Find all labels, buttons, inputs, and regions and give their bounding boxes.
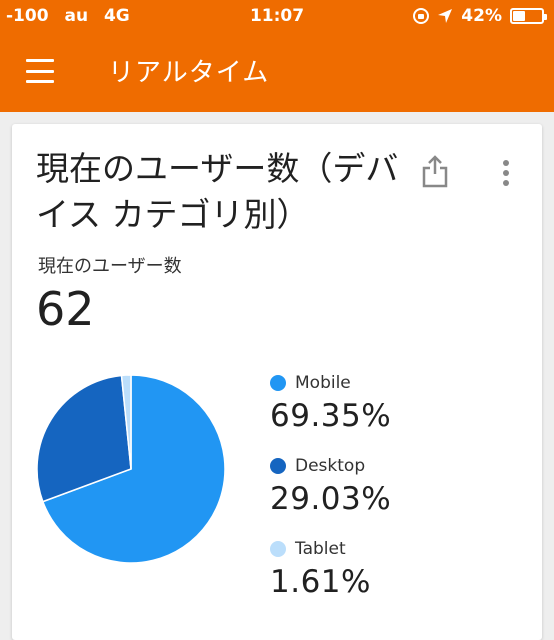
- legend-item-mobile: Mobile 69.35%: [270, 372, 530, 455]
- battery-fill: [513, 11, 525, 21]
- legend-item-tablet: Tablet 1.61%: [270, 538, 530, 621]
- location-arrow-icon: [438, 9, 453, 23]
- legend-head: Desktop: [270, 455, 530, 477]
- legend-percentage: 69.35%: [270, 398, 392, 434]
- metric-value: 62: [36, 282, 95, 336]
- signal-strength: -100: [6, 6, 49, 26]
- app-header: -100 au 4G 11:07 42% リアルタイム: [0, 0, 554, 112]
- hamburger-menu-icon: [26, 69, 54, 73]
- legend-percentage: 29.03%: [270, 481, 392, 517]
- legend-item-desktop: Desktop 29.03%: [270, 455, 530, 538]
- hamburger-menu-icon: [26, 59, 54, 62]
- device-pie-chart: [36, 374, 226, 564]
- carrier-name: au: [64, 6, 89, 26]
- rotation-lock-icon: [413, 8, 430, 24]
- status-time: 11:07: [249, 6, 305, 26]
- status-left: -100 au 4G: [6, 6, 140, 26]
- legend-label: Tablet: [295, 539, 346, 559]
- more-vert-icon[interactable]: [496, 156, 516, 190]
- share-icon[interactable]: [420, 154, 450, 188]
- metric-label: 現在のユーザー数: [38, 256, 182, 277]
- legend-color-dot: [270, 541, 286, 557]
- menu-button[interactable]: [22, 56, 58, 86]
- page-title: リアルタイム: [108, 58, 270, 88]
- card-title: 現在のユーザー数（デバイス カテゴリ別）: [36, 149, 399, 234]
- legend-color-dot: [270, 458, 286, 474]
- chart-legend: Mobile 69.35% Desktop 29.03% Tablet 1.61%: [270, 372, 530, 621]
- status-right: 42%: [413, 6, 547, 26]
- battery-icon: [510, 8, 547, 24]
- legend-head: Tablet: [270, 538, 530, 560]
- legend-head: Mobile: [270, 372, 530, 394]
- pie-slice-tablet: [120, 374, 132, 470]
- legend-percentage: 1.61%: [270, 564, 371, 600]
- network-type: 4G: [103, 6, 130, 26]
- pie-slice-desktop: [36, 374, 132, 503]
- pie-slice-mobile: [41, 374, 226, 564]
- realtime-device-card: 現在のユーザー数（デバイス カテゴリ別） 現在のユーザー数 62 Mobile 6…: [12, 124, 542, 640]
- status-bar: -100 au 4G 11:07 42%: [0, 0, 554, 32]
- legend-color-dot: [270, 375, 286, 391]
- hamburger-menu-icon: [26, 80, 54, 83]
- legend-label: Mobile: [295, 373, 351, 393]
- legend-label: Desktop: [295, 456, 366, 476]
- battery-percent: 42%: [461, 6, 502, 26]
